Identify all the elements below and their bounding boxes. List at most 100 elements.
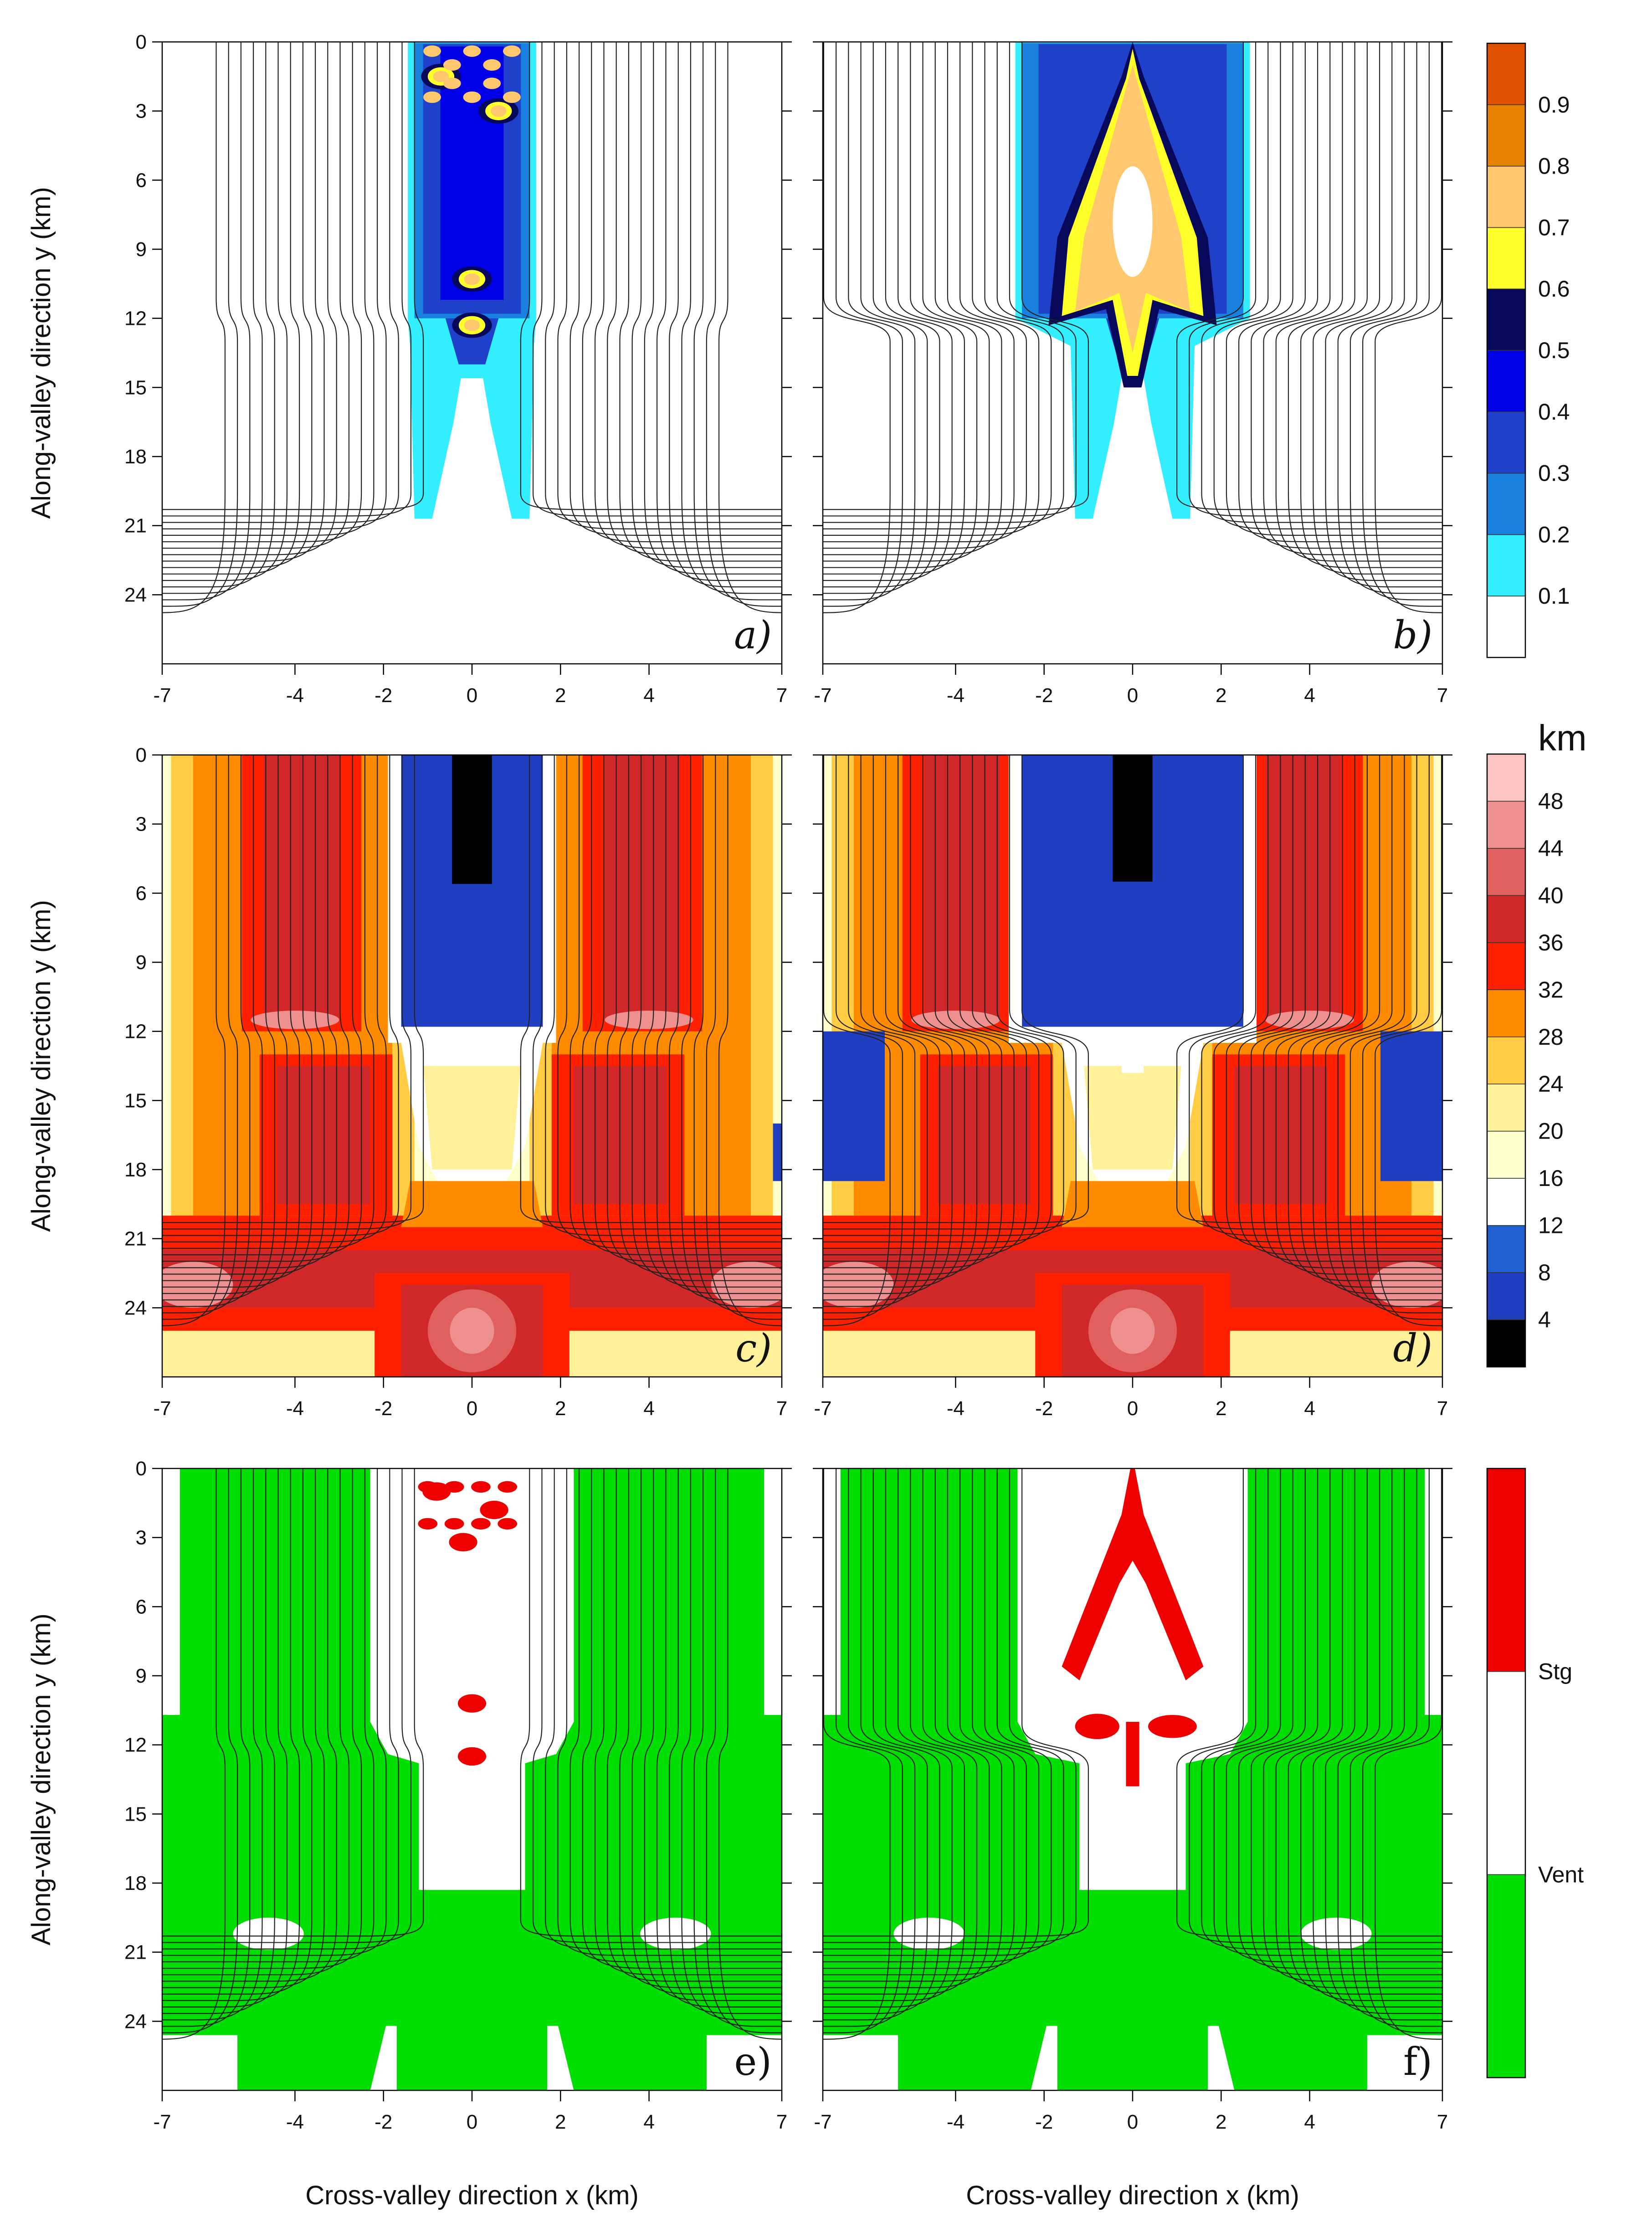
fraction-0.7-blob: [443, 77, 461, 89]
fraction-0.7-blob: [423, 45, 441, 57]
length-36-region: [264, 755, 339, 1020]
fraction-0.7-blob: [503, 91, 521, 103]
terrain-contour: [823, 42, 903, 607]
x-tick-label: 0: [467, 1397, 477, 1420]
x-tick-label: -2: [1035, 684, 1053, 707]
terrain-contour: [1375, 42, 1442, 613]
terrain-contour: [1313, 755, 1442, 1294]
y-tick-label: 21: [124, 515, 147, 537]
x-tick-label: 2: [1216, 684, 1226, 707]
stagnant-cell: [444, 1481, 464, 1493]
colorbar-swatch: [1487, 411, 1526, 474]
length-36-region: [938, 1066, 1031, 1204]
x-tick-label: -2: [1035, 1397, 1053, 1420]
x-tick-label: 4: [643, 684, 654, 707]
terrain-contour: [823, 1468, 940, 2014]
length-44-blob: [1265, 1011, 1354, 1029]
terrain-contour: [1275, 755, 1442, 1275]
contour-layer: [162, 1468, 782, 2040]
length-44-blob: [1110, 1308, 1155, 1354]
panel-label: b): [1393, 613, 1432, 657]
fraction-0.7-blob: [464, 273, 480, 285]
length-44-blob: [711, 1262, 782, 1308]
colorbar-label: 0.4: [1538, 399, 1570, 425]
y-tick-label: 3: [136, 100, 147, 123]
x-tick-label: -2: [375, 1397, 392, 1420]
stagnant-cell: [471, 1481, 491, 1493]
terrain-contour: [823, 1468, 928, 2021]
y-tick-label: 24: [124, 2010, 147, 2033]
terrain-contour: [1213, 755, 1442, 1242]
terrain-contour: [718, 755, 782, 1326]
non-ventilated-region: [162, 2035, 238, 2090]
terrain-contour: [631, 42, 782, 568]
terrain-contour: [162, 42, 325, 562]
colorbar-label: 16: [1538, 1165, 1564, 1191]
terrain-contour: [1362, 42, 1442, 607]
colorbar-swatch: [1487, 288, 1526, 351]
terrain-contour: [162, 755, 387, 1242]
non-ventilated-pocket: [640, 1917, 711, 1950]
stagnant-cell: [471, 1518, 491, 1530]
terrain-contour: [619, 755, 782, 1275]
terrain-contour: [582, 42, 782, 543]
colorbar-fraction: 0.1 0.2 0.3 0.4 0.5 0.6 0.7 0.8 0.9: [1486, 42, 1570, 658]
length-36-region: [924, 755, 1000, 1020]
terrain-contour: [1349, 755, 1442, 1314]
terrain-contour: [823, 755, 1040, 1249]
terrain-contour: [607, 755, 782, 1268]
non-ventilated-pocket: [233, 1917, 304, 1950]
field-layer: [162, 1468, 782, 2090]
length-28-region: [401, 1181, 543, 1227]
terrain-contour: [823, 1468, 965, 2001]
terrain-contour: [162, 755, 399, 1236]
x-tick-label: -4: [947, 1397, 965, 1420]
non-ventilated-region: [706, 2035, 782, 2090]
terrain-contour: [823, 1468, 1077, 1943]
y-tick-label: 9: [136, 238, 147, 261]
terrain-contour: [823, 42, 1027, 543]
terrain-contour: [693, 1468, 782, 2027]
terrain-contour: [823, 1468, 1052, 1956]
terrain-contour: [1337, 755, 1442, 1307]
colorbar-swatch: [1487, 1671, 1526, 1875]
terrain-contour: [823, 42, 1064, 523]
terrain-contour: [545, 755, 782, 1236]
x-tick-label: -7: [814, 684, 831, 707]
terrain-contour: [823, 755, 891, 1326]
terrain-contour: [162, 1468, 325, 1988]
x-tick-label: 0: [1127, 2111, 1138, 2133]
terrain-contour: [162, 755, 362, 1256]
terrain-contour: [823, 1468, 903, 2033]
terrain-contour: [823, 42, 928, 594]
terrain-contour: [823, 42, 1089, 510]
terrain-contour: [823, 1468, 978, 1995]
terrain-contour: [706, 755, 782, 1320]
fraction-gap: [1099, 378, 1166, 510]
fraction-0.7-blob: [503, 45, 521, 57]
x-tick-label: 7: [1437, 1397, 1448, 1420]
terrain-contour: [557, 1468, 782, 1956]
terrain-contour: [162, 42, 251, 601]
terrain-contour: [1238, 1468, 1442, 1969]
terrain-contour: [1176, 1468, 1442, 1937]
terrain-contour: [823, 755, 1064, 1236]
terrain-contour: [823, 1468, 1040, 1962]
panel-f: -7 -4 -2 0 2 4 7 f): [813, 1468, 1452, 2133]
terrain-contour: [823, 1468, 990, 1988]
colorbar-swatch: [1487, 165, 1526, 228]
terrain-contour: [545, 42, 782, 523]
colorbar-swatch: [1487, 848, 1526, 896]
terrain-contour: [823, 42, 1052, 529]
x-tick-label: 2: [555, 1397, 566, 1420]
terrain-contour: [823, 755, 940, 1301]
colorbar-category: Vent Stg: [1486, 1468, 1584, 2079]
terrain-contour: [823, 755, 953, 1294]
terrain-contour: [162, 755, 375, 1249]
terrain-contour: [162, 42, 226, 613]
terrain-contour: [162, 1468, 375, 1962]
terrain-contour: [823, 1468, 953, 2008]
x-tick-label: -7: [153, 2111, 171, 2133]
terrain-contour: [569, 755, 782, 1249]
terrain-contour: [162, 1468, 350, 1976]
